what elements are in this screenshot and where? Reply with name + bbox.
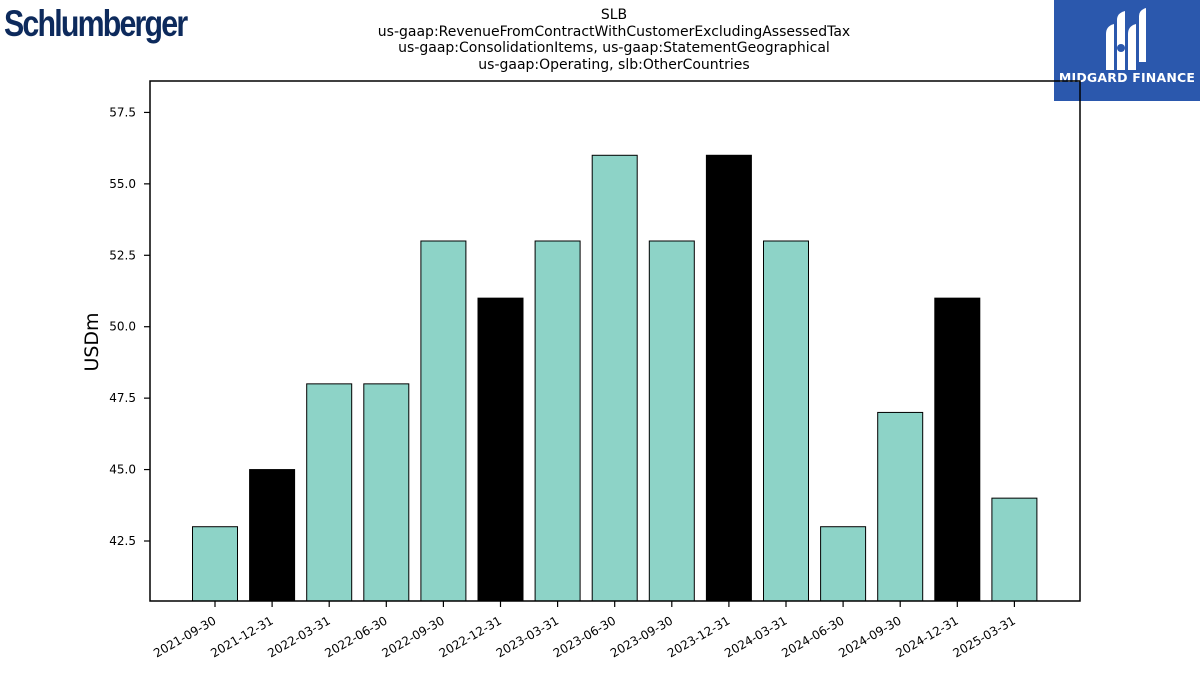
- chart-title: SLB us-gaap:RevenueFromContractWithCusto…: [300, 7, 928, 73]
- bar-2021-09-30: [192, 526, 238, 602]
- y-tick-label: 57.5: [109, 105, 136, 119]
- bar-2024-09-30: [877, 411, 924, 602]
- y-ticks-group: 42.5 45.0 47.5 50.0 52.5 55.0 57.5: [109, 105, 150, 548]
- x-tick-label: 2024-09-30: [836, 613, 903, 660]
- x-tick-label: 2022-06-30: [322, 613, 389, 660]
- x-tick-label: 2023-03-31: [494, 613, 561, 660]
- title-line-3: us-gaap:ConsolidationItems, us-gaap:Stat…: [398, 40, 830, 56]
- x-tick-label: 2021-12-31: [208, 613, 275, 660]
- midgard-mark-icon: [1106, 8, 1146, 70]
- x-tick-label: 2024-06-30: [779, 613, 846, 660]
- brand-name: MIDGARD FINANCE: [1058, 70, 1196, 85]
- x-tick-label: 2024-12-31: [893, 613, 960, 660]
- schlumberger-logo: Schlumberger: [4, 2, 188, 46]
- x-tick-label: 2023-09-30: [608, 613, 675, 660]
- title-line-2: us-gaap:RevenueFromContractWithCustomerE…: [377, 23, 851, 40]
- y-tick-label: 52.5: [109, 248, 136, 262]
- bars-group: [192, 154, 1038, 602]
- bar-2024-06-30: [820, 526, 867, 602]
- x-tick-label: 2025-03-31: [950, 613, 1017, 660]
- y-tick-label: 42.5: [109, 534, 136, 548]
- plot-frame: [149, 80, 1081, 602]
- x-tick-label: 2023-06-30: [551, 613, 618, 660]
- title-line-1: SLB: [600, 7, 628, 23]
- midgard-finance-logo: MIDGARD FINANCE: [1054, 0, 1200, 101]
- x-tick-label: 2022-09-30: [379, 613, 446, 660]
- bar-2025-03-31: [991, 497, 1038, 602]
- bar-2022-12-31: [477, 297, 524, 602]
- y-tick-label: 45.0: [109, 463, 136, 477]
- bar-2023-06-30: [591, 154, 638, 602]
- x-tick-label: 2022-03-31: [265, 613, 332, 660]
- y-tick-label: 50.0: [109, 320, 136, 334]
- x-tick-label: 2021-09-30: [151, 613, 218, 660]
- logo-wordmark: Schlumberger: [4, 3, 188, 44]
- x-tick-label: 2022-12-31: [437, 613, 504, 660]
- y-tick-label: 47.5: [109, 391, 136, 405]
- y-tick-label: 55.0: [109, 177, 136, 191]
- y-axis-label: USDm: [81, 312, 103, 371]
- bar-2024-03-31: [763, 240, 809, 602]
- bar-2023-03-31: [534, 240, 581, 602]
- bar-2022-09-30: [420, 240, 467, 602]
- x-tick-label: 2024-03-31: [722, 613, 789, 660]
- x-tick-label: 2023-12-31: [665, 613, 732, 660]
- bar-2022-06-30: [363, 383, 410, 602]
- title-line-4: us-gaap:Operating, slb:OtherCountries: [478, 56, 750, 73]
- bar-2023-09-30: [648, 240, 695, 602]
- x-ticks-group: 2021-09-302021-12-312022-03-312022-06-30…: [151, 601, 1018, 660]
- bar-2023-12-31: [705, 154, 752, 602]
- bar-2021-12-31: [249, 469, 296, 602]
- bar-2024-12-31: [934, 297, 981, 602]
- bar-2022-03-31: [306, 383, 353, 602]
